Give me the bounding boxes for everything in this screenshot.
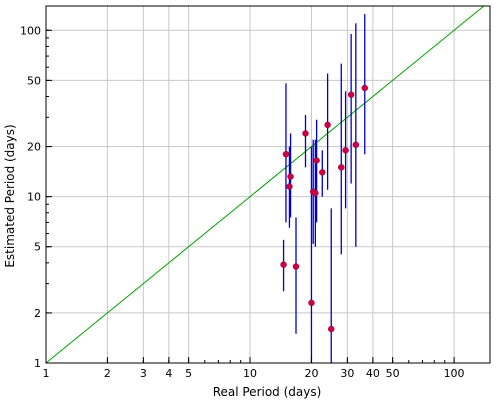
reference-line-layer <box>45 5 485 364</box>
x-tick-label: 50 <box>386 367 400 380</box>
x-tick-label: 10 <box>243 367 257 380</box>
x-tick-label: 20 <box>304 367 318 380</box>
x-tick-label: 5 <box>185 367 192 380</box>
data-point <box>286 183 293 190</box>
x-tick-label: 4 <box>165 367 172 380</box>
data-point <box>312 189 319 197</box>
y-tick-label: 50 <box>27 74 41 87</box>
data-point <box>319 169 326 176</box>
data-point <box>287 173 294 180</box>
grid <box>45 6 490 364</box>
y-axis-label: Estimated Period (days) <box>3 124 17 267</box>
data-point <box>313 157 320 164</box>
data-point <box>292 263 300 270</box>
data-point <box>342 147 349 154</box>
x-tick-label: 40 <box>366 367 380 380</box>
data-point <box>347 91 355 98</box>
x-tick-label: 30 <box>340 367 354 380</box>
y-tick-label: 100 <box>20 24 41 37</box>
y-axis-ticks: 1 2 5 10 20 50 100 <box>20 24 52 370</box>
x-tick-label: 100 <box>444 367 465 380</box>
data-points <box>280 84 369 333</box>
y-tick-label: 5 <box>34 241 41 254</box>
data-point <box>282 150 290 158</box>
y-tick-label: 1 <box>34 357 41 370</box>
y-tick-label: 10 <box>27 191 41 204</box>
y-tick-label: 2 <box>34 307 41 320</box>
x-axis-ticks: 1 2 3 4 5 10 20 30 40 50 100 <box>43 357 465 380</box>
error-bars <box>282 14 366 363</box>
x-tick-label: 1 <box>43 367 50 380</box>
x-axis-label: Real Period (days) <box>213 385 322 399</box>
data-point <box>327 325 335 333</box>
identity-line <box>45 5 485 364</box>
data-point <box>352 141 360 149</box>
data-point <box>302 130 309 137</box>
data-point <box>361 84 369 92</box>
data-point <box>338 164 345 171</box>
data-point <box>308 299 315 307</box>
x-tick-label: 3 <box>140 367 147 380</box>
y-tick-label: 20 <box>27 141 41 154</box>
data-point <box>324 121 331 129</box>
data-point <box>280 261 287 268</box>
x-tick-label: 2 <box>104 367 111 380</box>
plot-area-frame <box>45 5 491 364</box>
